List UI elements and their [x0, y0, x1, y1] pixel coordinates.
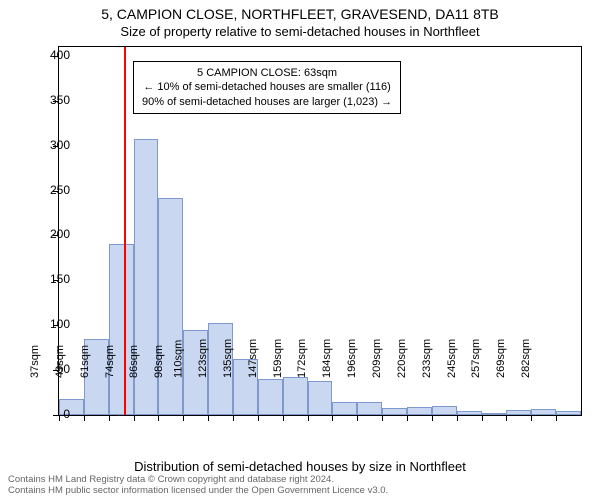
x-tick [258, 415, 259, 421]
histogram-bar [109, 244, 134, 415]
histogram-bar [482, 413, 507, 415]
histogram-bar [382, 408, 407, 415]
y-tick-label: 150 [36, 272, 70, 286]
x-tick-label: 98sqm [153, 345, 165, 378]
x-tick-label: 110sqm [173, 340, 185, 378]
y-tick-label: 200 [36, 227, 70, 241]
y-tick-label: 0 [36, 407, 70, 421]
histogram-bar [506, 410, 531, 415]
x-tick [357, 415, 358, 421]
annotation-line1: 5 CAMPION CLOSE: 63sqm [197, 67, 337, 79]
x-tick [482, 415, 483, 421]
y-tick-label: 400 [36, 48, 70, 62]
x-tick-label: 86sqm [128, 345, 140, 378]
chart-title-line2: Size of property relative to semi-detach… [0, 24, 600, 39]
x-tick [556, 415, 557, 421]
x-tick [84, 415, 85, 421]
footnote-line2: Contains HM public sector information li… [8, 485, 388, 496]
x-tick [233, 415, 234, 421]
x-tick-label: 123sqm [197, 339, 209, 378]
x-tick [506, 415, 507, 421]
chart-title-line1: 5, CAMPION CLOSE, NORTHFLEET, GRAVESEND,… [0, 6, 600, 22]
histogram-bar [432, 406, 457, 415]
histogram-bar [556, 411, 581, 415]
footnote: Contains HM Land Registry data © Crown c… [8, 475, 592, 497]
x-tick [134, 415, 135, 421]
histogram-bar [158, 198, 183, 415]
x-tick [332, 415, 333, 421]
x-tick [208, 415, 209, 421]
x-tick-label: 245sqm [445, 339, 457, 378]
reference-line [124, 47, 126, 415]
x-tick [183, 415, 184, 421]
x-tick-label: 49sqm [54, 345, 66, 378]
x-tick-label: 61sqm [79, 345, 91, 378]
x-tick [531, 415, 532, 421]
x-tick [432, 415, 433, 421]
footnote-line1: Contains HM Land Registry data © Crown c… [8, 474, 334, 485]
y-tick-label: 300 [36, 138, 70, 152]
x-tick [382, 415, 383, 421]
x-tick [457, 415, 458, 421]
x-tick-label: 196sqm [346, 339, 358, 378]
histogram-bar [283, 377, 308, 415]
histogram-bar [332, 402, 357, 415]
chart-container: 5, CAMPION CLOSE, NORTHFLEET, GRAVESEND,… [0, 0, 600, 500]
y-tick-label: 250 [36, 183, 70, 197]
histogram-bar [308, 381, 333, 415]
y-tick-label: 100 [36, 317, 70, 331]
annotation-box: 5 CAMPION CLOSE: 63sqm ← 10% of semi-deta… [133, 61, 401, 114]
histogram-bar [258, 379, 283, 415]
x-tick-label: 220sqm [396, 339, 408, 378]
histogram-bar [531, 409, 556, 415]
x-tick-label: 37sqm [29, 345, 41, 378]
x-tick-label: 159sqm [271, 339, 283, 378]
x-axis-label: Distribution of semi-detached houses by … [0, 459, 600, 474]
x-tick-label: 172sqm [296, 339, 308, 378]
x-tick [308, 415, 309, 421]
histogram-bar [407, 407, 432, 415]
x-tick-label: 269sqm [495, 339, 507, 378]
x-tick-label: 209sqm [371, 339, 383, 378]
x-tick-label: 233sqm [421, 339, 433, 378]
x-tick-label: 184sqm [321, 339, 333, 378]
x-tick [109, 415, 110, 421]
annotation-line3: 90% of semi-detached houses are larger (… [142, 96, 392, 108]
x-tick-label: 135sqm [222, 339, 234, 378]
annotation-line2: ← 10% of semi-detached houses are smalle… [143, 81, 390, 93]
histogram-bar [457, 411, 482, 415]
x-tick-label: 257sqm [470, 339, 482, 378]
x-tick-label: 147sqm [247, 339, 259, 378]
x-tick-label: 74sqm [104, 345, 116, 378]
histogram-bar [357, 402, 382, 415]
y-tick-label: 350 [36, 93, 70, 107]
x-tick [158, 415, 159, 421]
x-tick [283, 415, 284, 421]
x-tick [407, 415, 408, 421]
x-tick-label: 282sqm [520, 339, 532, 378]
